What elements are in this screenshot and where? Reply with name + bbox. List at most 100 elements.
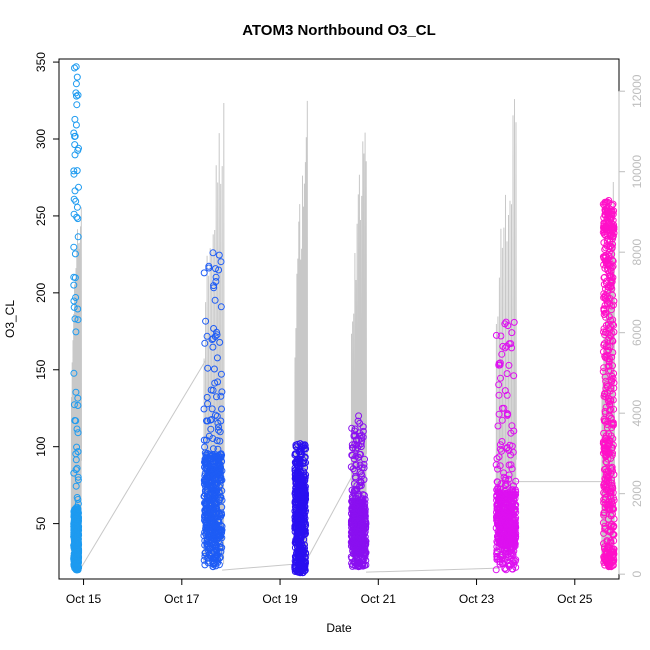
data-point xyxy=(71,250,79,258)
data-point xyxy=(607,476,615,484)
data-point xyxy=(601,545,608,553)
data-point xyxy=(212,265,219,273)
data-point xyxy=(501,320,509,328)
data-point xyxy=(601,448,608,456)
data-point xyxy=(602,403,610,411)
y2-axis: 0 2000 4000 6000 8000 10000 12000 xyxy=(618,74,644,578)
data-point xyxy=(70,129,78,137)
data-point xyxy=(70,469,78,477)
data-point xyxy=(204,494,212,502)
data-point xyxy=(605,412,613,420)
data-point-max xyxy=(355,412,363,420)
data-point xyxy=(357,539,365,547)
data-point xyxy=(74,402,82,409)
data-point xyxy=(503,370,511,378)
data-point xyxy=(70,369,78,377)
data-point xyxy=(302,549,309,557)
chart-title: ATOM3 Northbound O3_CL xyxy=(242,22,436,39)
data-point xyxy=(71,315,79,323)
data-point xyxy=(74,215,82,223)
data-point xyxy=(74,233,82,241)
data-point xyxy=(203,332,211,340)
data-point xyxy=(201,499,208,507)
data-point xyxy=(508,465,516,473)
data-point xyxy=(201,339,209,347)
data-point xyxy=(608,220,616,228)
data-point xyxy=(501,387,509,395)
data-point xyxy=(495,543,503,550)
data-point xyxy=(504,556,511,564)
data-point xyxy=(606,337,614,345)
data-point xyxy=(508,422,516,430)
data-point xyxy=(74,305,82,313)
data-point xyxy=(298,500,306,508)
data-point xyxy=(359,530,367,538)
data-point xyxy=(292,441,300,449)
data-point xyxy=(602,309,610,317)
data-point xyxy=(213,412,221,420)
x-tick-label: Oct 23 xyxy=(459,592,495,606)
data-point xyxy=(293,531,301,539)
data-point xyxy=(494,508,502,516)
data-point xyxy=(606,272,614,280)
data-point xyxy=(75,183,82,191)
data-point xyxy=(610,531,618,539)
data-point xyxy=(357,501,365,508)
data-point xyxy=(601,246,609,253)
data-point xyxy=(606,300,614,307)
y-tick-label: 350 xyxy=(34,52,48,72)
data-point xyxy=(495,381,503,389)
data-point xyxy=(71,187,79,195)
y-tick-label: 150 xyxy=(34,359,48,379)
data-point xyxy=(507,429,515,437)
flight-points xyxy=(291,440,310,577)
data-point xyxy=(600,392,608,400)
data-point xyxy=(217,392,225,400)
o3-points xyxy=(70,63,618,577)
data-point xyxy=(211,553,219,561)
data-point-min xyxy=(605,563,613,571)
data-point xyxy=(355,432,363,440)
data-point xyxy=(212,278,220,285)
data-point xyxy=(71,151,79,159)
data-point xyxy=(216,493,224,501)
data-point xyxy=(511,523,519,531)
data-point xyxy=(507,527,515,535)
data-point xyxy=(74,473,82,481)
data-point xyxy=(73,73,81,81)
data-point xyxy=(210,365,218,373)
data-point xyxy=(494,497,502,505)
data-point xyxy=(213,437,221,445)
data-point xyxy=(610,384,618,392)
data-point xyxy=(207,507,215,515)
data-point xyxy=(603,237,611,245)
data-point xyxy=(208,405,216,413)
data-point xyxy=(607,267,615,275)
x-tick-label: Oct 19 xyxy=(262,592,298,606)
data-point xyxy=(348,519,356,527)
data-point xyxy=(601,302,609,309)
data-point xyxy=(72,524,80,531)
data-point xyxy=(357,443,365,451)
x-axis: Oct 15 Oct 17 Oct 19 Oct 21 Oct 23 Oct 25 xyxy=(66,578,593,606)
data-point xyxy=(72,482,80,490)
y-tick-label: 250 xyxy=(34,206,48,226)
data-point xyxy=(603,424,611,432)
data-point xyxy=(605,367,613,375)
data-point xyxy=(361,495,369,503)
data-point xyxy=(348,444,356,452)
data-point xyxy=(358,535,366,542)
data-point xyxy=(70,522,78,530)
data-point xyxy=(496,492,504,500)
flight-points xyxy=(200,249,226,571)
data-point xyxy=(354,523,362,531)
data-point xyxy=(73,464,81,472)
data-point xyxy=(599,368,607,376)
data-point xyxy=(610,550,617,558)
data-point xyxy=(509,550,517,557)
data-point xyxy=(74,394,82,402)
data-point xyxy=(72,328,80,336)
data-point xyxy=(212,524,220,532)
data-point xyxy=(353,485,361,493)
data-point xyxy=(71,557,79,565)
